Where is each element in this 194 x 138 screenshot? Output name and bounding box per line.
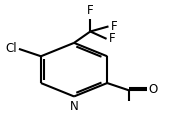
- Text: F: F: [87, 4, 94, 17]
- Text: F: F: [108, 32, 115, 45]
- Text: F: F: [110, 20, 117, 33]
- Text: Cl: Cl: [6, 42, 17, 55]
- Text: N: N: [70, 100, 78, 113]
- Text: O: O: [149, 83, 158, 96]
